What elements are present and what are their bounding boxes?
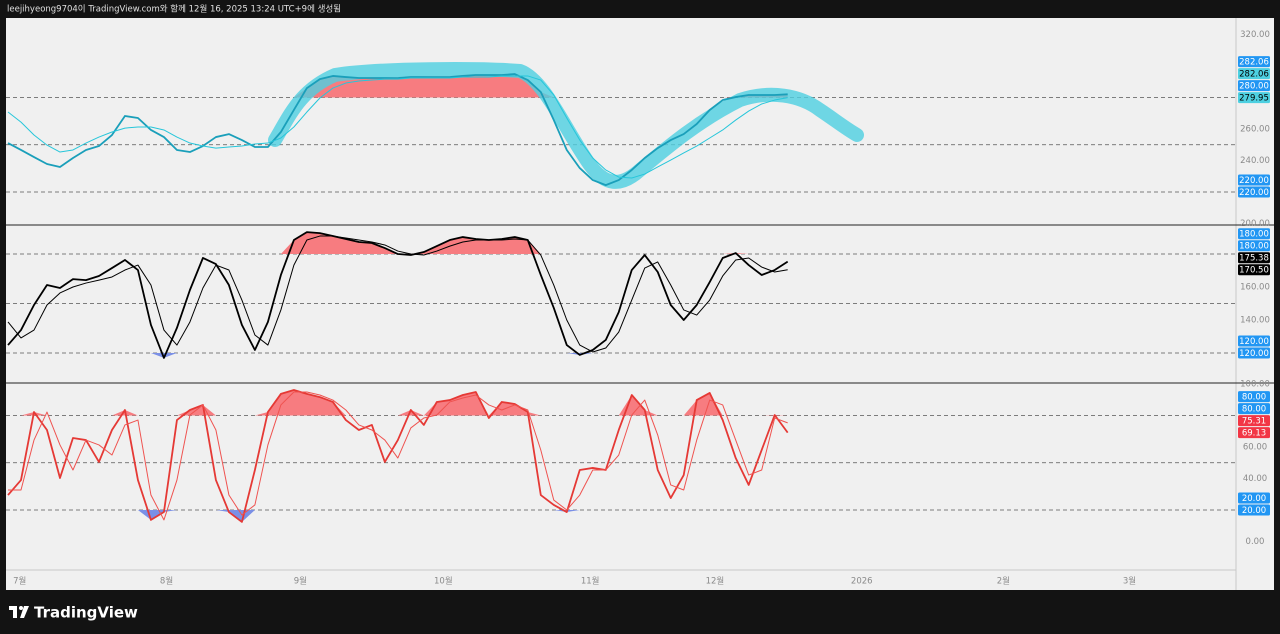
y-tick-label: 320.00 <box>1240 30 1270 40</box>
y-tick-label: 140.00 <box>1240 315 1270 325</box>
price-tag <box>1238 347 1270 359</box>
price-tag-label: 120.00 <box>1239 337 1269 347</box>
x-tick-label: 2월 <box>997 576 1010 587</box>
price-tags: 120.00 120.00 170.50 175.38 180.00 180.00 <box>1238 228 1270 359</box>
y-tick-label: 60.00 <box>1243 442 1267 452</box>
price-tag-label: 282.06 <box>1239 70 1269 80</box>
pane: 320.00 260.00 240.00 200.00 <box>6 30 1270 229</box>
series-line <box>7 235 788 353</box>
x-tick-label: 12월 <box>706 576 725 587</box>
series-group <box>7 73 788 186</box>
price-tag-label: 180.00 <box>1239 230 1269 240</box>
logo-mark <box>20 606 29 618</box>
y-tick-label: 200.00 <box>1240 219 1270 229</box>
price-tags: 220.00 220.00 279.95 280.00 282.06 282.06 <box>1238 56 1270 198</box>
price-tag <box>1238 186 1270 198</box>
price-tag-label: 69.13 <box>1242 429 1266 439</box>
price-tag-label: 80.00 <box>1242 405 1266 415</box>
x-tick-label: 3월 <box>1123 576 1136 587</box>
price-tag <box>1238 92 1270 104</box>
series-line <box>7 231 789 359</box>
caption: leejihyeong9704이 TradingView.com와 함께 12월… <box>7 4 341 15</box>
price-tag <box>1238 174 1270 186</box>
pane: 160.00 140.00 <box>6 232 1270 358</box>
oversold-fill <box>8 352 788 358</box>
price-tag <box>1238 68 1270 80</box>
price-tag-label: 220.00 <box>1239 188 1269 198</box>
y-tick-label: 160.00 <box>1240 283 1270 293</box>
chart-area <box>6 18 1274 590</box>
series-line <box>7 389 789 523</box>
price-tag-label: 120.00 <box>1239 349 1269 359</box>
series-line <box>7 75 788 179</box>
price-tag-label: 180.00 <box>1239 242 1269 252</box>
price-tag <box>1238 415 1270 427</box>
highlight-brush <box>268 62 864 189</box>
price-tags: 20.00 20.00 69.13 75.31 80.00 80.00 <box>1238 391 1270 516</box>
x-tick-label: 11월 <box>581 576 600 587</box>
y-tick-label: 260.00 <box>1240 125 1270 135</box>
x-tick-label: 10월 <box>434 576 453 587</box>
x-tick-label: 8월 <box>160 576 173 587</box>
price-tag-label: 282.06 <box>1239 58 1269 68</box>
price-tag <box>1238 504 1270 516</box>
series-group <box>7 389 789 523</box>
price-tag-label: 170.50 <box>1239 266 1269 276</box>
price-tag <box>1238 403 1270 415</box>
price-tag <box>1238 492 1270 504</box>
price-tag <box>1238 56 1270 68</box>
price-tag-label: 279.95 <box>1239 94 1269 104</box>
y-tick-label: 0.00 <box>1246 537 1265 547</box>
logo <box>9 606 29 618</box>
series-line <box>8 391 788 521</box>
price-tag <box>1238 335 1270 347</box>
x-tick-label: 2026 <box>851 577 873 587</box>
brand: TradingView <box>34 604 138 622</box>
price-tag-label: 75.31 <box>1242 417 1266 427</box>
price-tag-label: 280.00 <box>1239 82 1269 92</box>
price-tag-label: 175.38 <box>1239 254 1269 264</box>
price-tag <box>1238 80 1270 92</box>
y-tick-label: 40.00 <box>1243 474 1267 484</box>
series-group <box>7 231 789 359</box>
series-line <box>7 73 788 186</box>
overbought-fill <box>8 74 788 98</box>
price-tag-label: 20.00 <box>1242 494 1266 504</box>
logo-mark <box>9 606 17 618</box>
x-tick-label: 7월 <box>13 576 26 587</box>
price-tag <box>1238 228 1270 240</box>
x-tick-label: 9월 <box>294 576 307 587</box>
price-tag <box>1238 427 1270 439</box>
y-tick-label: 240.00 <box>1240 156 1270 166</box>
logo-mark <box>19 606 23 610</box>
price-tag <box>1238 240 1270 252</box>
price-tag-label: 220.00 <box>1239 176 1269 186</box>
price-tag-label: 20.00 <box>1242 506 1266 516</box>
price-tag <box>1238 252 1270 264</box>
y-tick-label: 100.00 <box>1240 380 1270 390</box>
price-tag-label: 80.00 <box>1242 393 1266 403</box>
price-tag <box>1238 391 1270 403</box>
price-tag <box>1238 264 1270 276</box>
